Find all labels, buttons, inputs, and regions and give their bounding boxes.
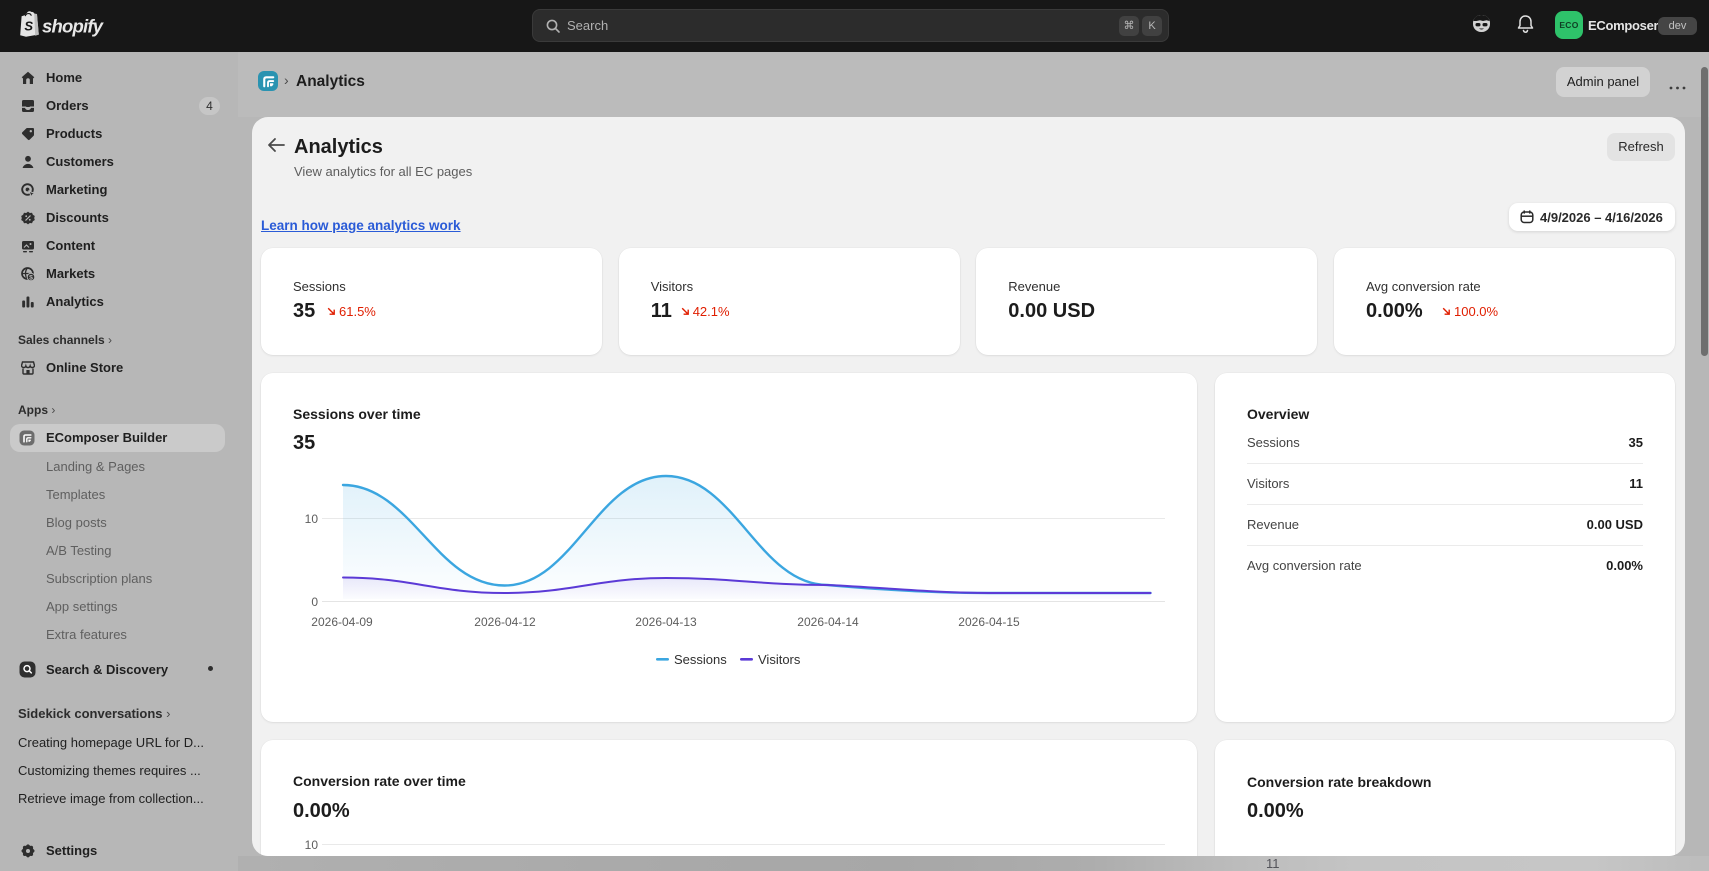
svg-text:S: S: [24, 19, 33, 34]
svg-text:2026-04-09: 2026-04-09: [311, 615, 373, 629]
svg-text:0: 0: [311, 595, 318, 609]
svg-text:shopify: shopify: [42, 16, 105, 37]
svg-text:10: 10: [305, 838, 319, 852]
svg-text:$: $: [29, 274, 33, 281]
svg-text:2026-04-13: 2026-04-13: [635, 615, 697, 629]
svg-text:Visitors: Visitors: [758, 652, 801, 667]
svg-text:2026-04-14: 2026-04-14: [797, 615, 859, 629]
svg-text:2026-04-15: 2026-04-15: [958, 615, 1020, 629]
svg-text:2026-04-12: 2026-04-12: [474, 615, 536, 629]
svg-text:10: 10: [305, 512, 319, 526]
svg-text:Sessions: Sessions: [674, 652, 727, 667]
